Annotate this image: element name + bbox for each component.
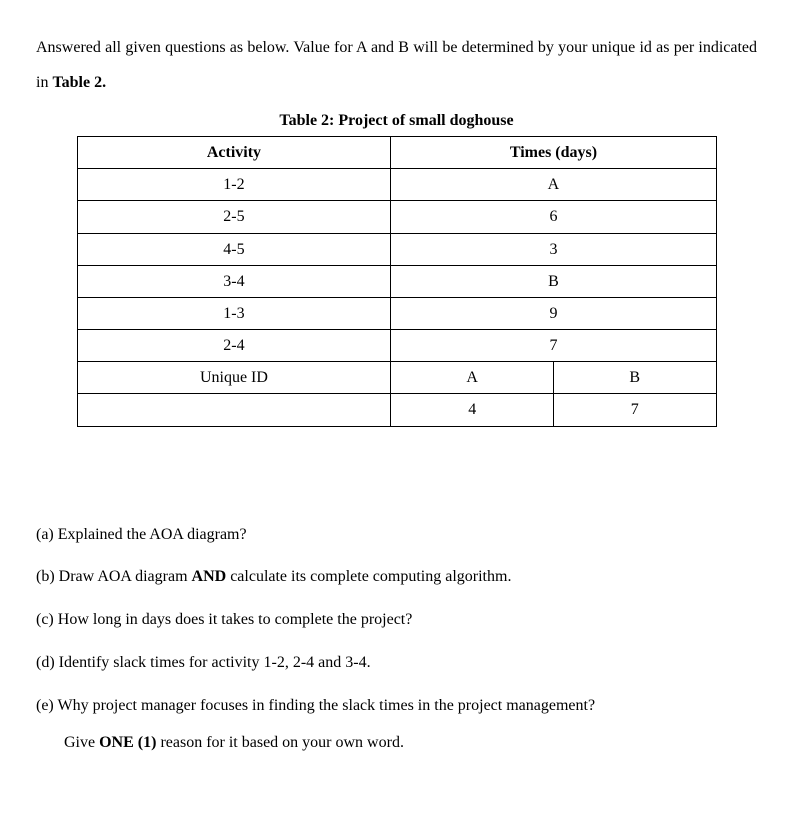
table-title: Table 2: Project of small doghouse — [36, 108, 757, 134]
table-row: 3-4 B — [77, 265, 716, 297]
unique-id-empty — [77, 394, 391, 426]
table-row: 1-2 A — [77, 169, 716, 201]
question-c: (c) How long in days does it takes to co… — [36, 602, 757, 639]
table-row: 2-5 6 — [77, 201, 716, 233]
cell-activity: 2-5 — [77, 201, 391, 233]
cell-time: 3 — [391, 233, 716, 265]
cell-activity: 3-4 — [77, 265, 391, 297]
cell-time: 7 — [391, 330, 716, 362]
cell-activity: 2-4 — [77, 330, 391, 362]
project-table: Activity Times (days) 1-2 A 2-5 6 4-5 3 … — [77, 136, 717, 427]
question-b: (b) Draw AOA diagram AND calculate its c… — [36, 559, 757, 596]
questions-block: (a) Explained the AOA diagram? (b) Draw … — [36, 517, 757, 762]
col-a-value: 4 — [391, 394, 554, 426]
col-b-label: B — [553, 362, 716, 394]
cell-activity: 1-3 — [77, 297, 391, 329]
intro-line1: Answered all given questions as below. V… — [36, 39, 635, 56]
intro-line2-bold: Table 2. — [52, 74, 106, 91]
table-row: 2-4 7 — [77, 330, 716, 362]
cell-activity: 1-2 — [77, 169, 391, 201]
question-b-part1: (b) Draw AOA diagram — [36, 568, 192, 585]
col-b-value: 7 — [553, 394, 716, 426]
question-e-line2-part2: reason for it based on your own word. — [156, 734, 404, 751]
question-e-line2: Give ONE (1) reason for it based on your… — [36, 725, 757, 762]
table-row: 4-5 3 — [77, 233, 716, 265]
table-header-row: Activity Times (days) — [77, 136, 716, 168]
intro-text: Answered all given questions as below. V… — [36, 30, 757, 100]
question-e-line1: (e) Why project manager focuses in findi… — [36, 697, 595, 714]
cell-time: 9 — [391, 297, 716, 329]
unique-id-label: Unique ID — [77, 362, 391, 394]
question-b-bold: AND — [192, 568, 227, 585]
cell-time: A — [391, 169, 716, 201]
unique-id-value-row: 4 7 — [77, 394, 716, 426]
table-row: 1-3 9 — [77, 297, 716, 329]
question-d: (d) Identify slack times for activity 1-… — [36, 645, 757, 682]
unique-id-header-row: Unique ID A B — [77, 362, 716, 394]
question-b-part2: calculate its complete computing algorit… — [226, 568, 511, 585]
question-e-line2-bold: ONE (1) — [99, 734, 156, 751]
question-a: (a) Explained the AOA diagram? — [36, 517, 757, 554]
header-times: Times (days) — [391, 136, 716, 168]
cell-time: B — [391, 265, 716, 297]
cell-activity: 4-5 — [77, 233, 391, 265]
question-e: (e) Why project manager focuses in findi… — [36, 688, 757, 762]
cell-time: 6 — [391, 201, 716, 233]
col-a-label: A — [391, 362, 554, 394]
header-activity: Activity — [77, 136, 391, 168]
question-e-line2-part1: Give — [64, 734, 99, 751]
